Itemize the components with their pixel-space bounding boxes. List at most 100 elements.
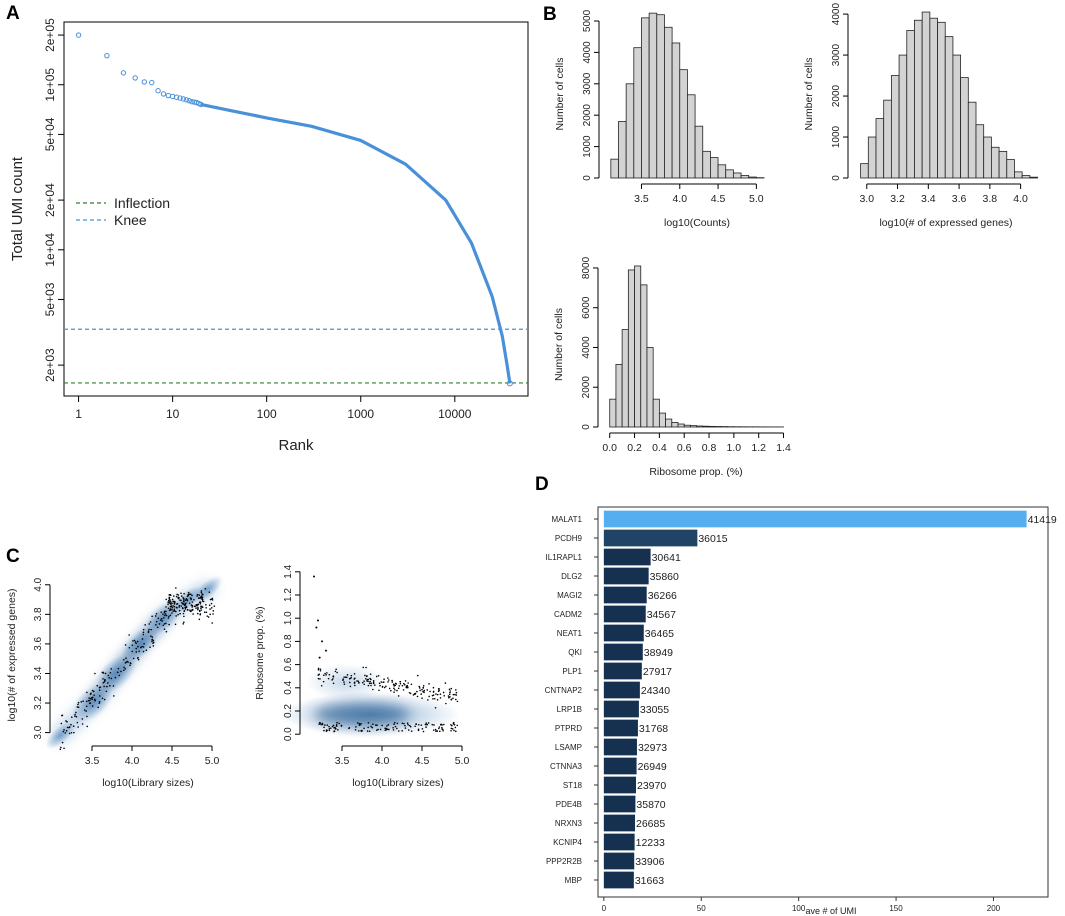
outlier-point <box>195 607 197 609</box>
y-tick-label: 0.6 <box>283 657 294 671</box>
outlier-point <box>191 608 194 611</box>
outlier-point <box>112 685 115 687</box>
outlier-point <box>385 727 388 730</box>
outlier-point <box>172 600 175 603</box>
outlier-point <box>379 684 381 687</box>
outlier-point <box>203 611 206 613</box>
outlier-point <box>331 725 334 728</box>
outlier-point <box>454 693 456 696</box>
outlier-point <box>320 684 323 687</box>
y-tick-label: 5e+04 <box>43 117 57 151</box>
y-tick-label: 3.8 <box>33 607 44 621</box>
outlier-point <box>189 609 191 612</box>
outlier-point <box>204 588 207 590</box>
outlier-point <box>88 702 91 705</box>
outlier-point <box>404 724 406 727</box>
hist-bar <box>708 426 716 428</box>
outlier-point <box>171 606 174 609</box>
gene-bar <box>603 757 637 775</box>
outlier-point <box>200 609 203 611</box>
gene-bar <box>603 643 643 661</box>
bar-data-label: 31768 <box>639 723 668 735</box>
outlier-point <box>336 671 338 674</box>
outlier-point <box>200 590 203 592</box>
outlier-point <box>393 685 396 687</box>
bar-data-label: 26685 <box>636 818 665 830</box>
x-tick-label: 10000 <box>438 407 472 421</box>
outlier-point <box>197 608 199 611</box>
outlier-point <box>394 725 397 728</box>
outlier-point <box>450 687 453 690</box>
bar-data-label: 26949 <box>638 761 667 773</box>
outlier-point <box>410 730 413 732</box>
outlier-point <box>377 674 380 677</box>
outlier-point <box>405 686 408 689</box>
y-tick-label: 1000 <box>831 125 842 148</box>
outlier-point <box>198 594 201 596</box>
outlier-point <box>335 724 338 726</box>
outlier-point <box>439 697 442 699</box>
outlier-point <box>143 643 145 645</box>
outlier-point <box>61 741 64 744</box>
gene-label: PCDH9 <box>555 534 583 543</box>
outlier-point <box>171 598 174 601</box>
density-blob <box>306 664 386 700</box>
hist-bar <box>652 398 660 428</box>
rank-point <box>189 98 195 105</box>
outlier-point <box>325 649 327 652</box>
outlier-point <box>200 607 202 610</box>
y-tick-label: 2e+05 <box>43 18 57 52</box>
outlier-point <box>163 617 165 619</box>
outlier-point <box>145 649 148 652</box>
hist-bar <box>937 21 946 179</box>
outlier-point <box>173 608 176 611</box>
outlier-point <box>171 602 173 605</box>
x-tick-label: 10 <box>166 407 180 421</box>
outlier-point <box>380 681 383 683</box>
outlier-point <box>416 674 419 677</box>
y-tick-label: 1e+05 <box>43 68 57 102</box>
outlier-point <box>126 660 128 663</box>
outlier-point <box>381 685 384 688</box>
x-axis-title: Rank <box>278 437 314 454</box>
outlier-point <box>399 681 402 683</box>
bar-data-label: 36015 <box>698 533 727 545</box>
outlier-point <box>429 690 431 693</box>
outlier-point <box>366 675 368 677</box>
outlier-point <box>358 682 360 684</box>
bar-data-label: 12233 <box>636 837 665 849</box>
outlier-point <box>421 688 423 691</box>
outlier-point <box>64 732 67 734</box>
hist-bar <box>983 136 992 179</box>
hist-bar <box>694 125 704 179</box>
outlier-point <box>142 631 145 634</box>
outlier-point <box>196 595 198 597</box>
outlier-point <box>103 681 106 683</box>
hist-bar <box>618 121 627 179</box>
outlier-point <box>320 723 322 726</box>
outlier-point <box>368 730 371 733</box>
rank-point <box>183 97 190 103</box>
outlier-point <box>325 729 328 731</box>
outlier-point <box>198 610 201 613</box>
outlier-point <box>108 676 110 679</box>
outlier-point <box>98 689 101 692</box>
outlier-point <box>393 683 395 686</box>
outlier-point <box>83 709 86 711</box>
outlier-point <box>200 591 203 594</box>
gene-bar <box>603 776 636 794</box>
outlier-point <box>415 723 417 726</box>
hist-bar <box>967 101 977 179</box>
outlier-point <box>86 725 89 728</box>
bar-data-label: 35860 <box>650 571 679 583</box>
gene-label: LSAMP <box>555 743 582 752</box>
y-tick-label: 0.8 <box>283 634 294 648</box>
outlier-point <box>160 611 163 613</box>
hist-bar <box>677 423 685 428</box>
outlier-point <box>434 706 437 709</box>
outlier-point <box>191 594 193 597</box>
outlier-point <box>213 605 216 607</box>
hist-bar <box>944 36 954 179</box>
outlier-point <box>104 672 107 675</box>
outlier-point <box>420 693 423 695</box>
